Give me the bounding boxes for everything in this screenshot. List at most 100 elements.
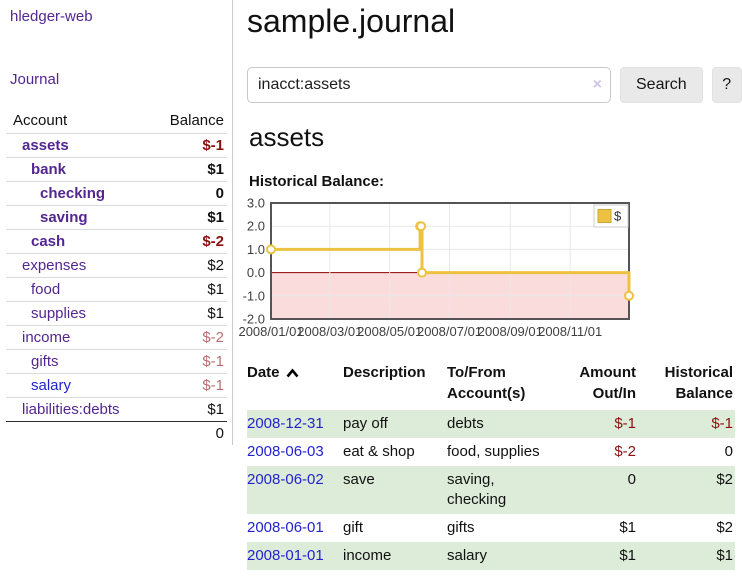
sidebar-item-journal[interactable]: Journal bbox=[10, 71, 60, 88]
account-link[interactable]: checking bbox=[40, 185, 106, 202]
legend-label: $ bbox=[614, 209, 622, 224]
y-axis-tick-label: 1.0 bbox=[247, 242, 265, 257]
chart-canvas: 2008/01/012008/03/012008/05/012008/07/01… bbox=[238, 196, 634, 339]
transaction-date-link[interactable]: 2008-01-01 bbox=[247, 547, 324, 564]
register-header-tofrom: To/From Account(s) bbox=[447, 364, 526, 402]
page-title: sample.journal bbox=[247, 3, 456, 39]
account-link[interactable]: salary bbox=[31, 377, 72, 394]
register-header-date[interactable]: Date bbox=[247, 360, 343, 410]
register-header-description: Description bbox=[343, 364, 426, 381]
transaction-row: 2008-01-01 income salary $1 $1 bbox=[247, 542, 735, 570]
transaction-date-link[interactable]: 2008-06-01 bbox=[247, 519, 324, 536]
chart-label: Historical Balance: bbox=[249, 173, 385, 190]
search-button[interactable]: Search bbox=[620, 67, 703, 103]
y-axis-tick-label: 0.0 bbox=[247, 265, 265, 280]
register-header-amount: Amount Out/In bbox=[579, 364, 636, 402]
x-axis-tick-label: 2008/03/01 bbox=[297, 324, 362, 339]
transaction-date-link[interactable]: 2008-06-03 bbox=[247, 443, 324, 460]
account-row: salary $-1 bbox=[6, 373, 227, 398]
help-button[interactable]: ? bbox=[711, 67, 742, 103]
transaction-amount: $1 bbox=[619, 519, 636, 536]
account-row: food $1 bbox=[6, 277, 227, 302]
transaction-description: pay off bbox=[343, 410, 447, 438]
account-row: saving $1 bbox=[6, 205, 227, 230]
x-axis-tick-label: 2008/07/01 bbox=[417, 324, 482, 339]
account-balance: $-1 bbox=[147, 133, 227, 158]
account-row: expenses $2 bbox=[6, 253, 227, 278]
account-link[interactable]: saving bbox=[40, 209, 88, 226]
accounts-header-balance: Balance bbox=[169, 112, 224, 129]
historical-balance-chart: 2008/01/01 2008/03/01 2008/05/01 2008/07/01… bbox=[238, 196, 742, 339]
account-balance: $1 bbox=[147, 205, 227, 230]
app-title-link[interactable]: hledger-web bbox=[10, 8, 93, 25]
x-axis-tick-label: 2008/01/01 bbox=[238, 324, 303, 339]
register-table: Date Description To/From Account(s) Amount … bbox=[247, 360, 735, 570]
account-balance: $-1 bbox=[147, 373, 227, 398]
app-layout: hledger-web Journal Account Balance asse… bbox=[6, 0, 742, 570]
search-input[interactable] bbox=[247, 67, 611, 103]
transaction-accounts: salary bbox=[447, 542, 552, 570]
accounts-header-account: Account bbox=[13, 112, 68, 129]
x-axis-tick-label: 2008/05/01 bbox=[357, 324, 422, 339]
transaction-row: 2008-12-31 pay off debts $-1 $-1 bbox=[247, 410, 735, 438]
transaction-balance: $2 bbox=[716, 519, 733, 536]
transaction-amount: $1 bbox=[552, 542, 638, 570]
data-point-marker bbox=[266, 244, 276, 255]
y-axis-tick-label: -2.0 bbox=[243, 312, 265, 327]
account-balance: 0 bbox=[147, 181, 227, 206]
account-balance: $2 bbox=[147, 253, 227, 278]
account-link[interactable]: cash bbox=[31, 233, 66, 250]
account-link[interactable]: expenses bbox=[22, 257, 87, 274]
account-link[interactable]: income bbox=[22, 329, 71, 346]
account-row: bank $1 bbox=[6, 157, 227, 182]
accounts-table: Account Balance assets $-1 bank $1 checking 0… bbox=[6, 109, 227, 445]
account-balance: $1 bbox=[147, 397, 227, 422]
accounts-total: 0 bbox=[147, 421, 227, 445]
x-axis-tick-label: 2008/11/01 bbox=[538, 324, 602, 339]
transaction-accounts: food, supplies bbox=[447, 443, 540, 460]
x-axis-tick-label: 2008/09/01 bbox=[478, 324, 543, 339]
account-balance: $-1 bbox=[147, 349, 227, 374]
transaction-row: 2008-06-03 eat & shop food, supplies $-2 0 bbox=[247, 438, 735, 466]
transaction-accounts: saving, checking bbox=[447, 466, 552, 514]
y-axis-tick-label: 3.0 bbox=[247, 196, 265, 211]
transaction-description: income bbox=[343, 542, 447, 570]
search-form: × Search ? bbox=[247, 67, 742, 103]
transaction-row: 2008-06-01 gift gifts $1 $2 bbox=[247, 514, 735, 542]
data-point-marker bbox=[417, 267, 427, 278]
search-box: × bbox=[247, 67, 611, 103]
transaction-accounts: debts bbox=[447, 410, 552, 438]
transaction-balance: 0 bbox=[724, 443, 733, 460]
main-content: sample.journal × Search ? assets Histori… bbox=[233, 0, 742, 570]
account-row: assets $-1 bbox=[6, 133, 227, 158]
account-row: income $-2 bbox=[6, 325, 227, 350]
account-link[interactable]: bank bbox=[31, 161, 67, 178]
transaction-date-link[interactable]: 2008-06-02 bbox=[247, 471, 324, 488]
account-balance: $-2 bbox=[147, 325, 227, 350]
clear-search-icon[interactable]: × bbox=[592, 76, 602, 93]
account-balance: $1 bbox=[147, 277, 227, 302]
account-link[interactable]: liabilities:debts bbox=[22, 401, 120, 418]
account-link[interactable]: supplies bbox=[31, 305, 87, 322]
transaction-amount: $-1 bbox=[552, 410, 638, 438]
account-heading: assets bbox=[249, 122, 325, 152]
data-point-marker bbox=[416, 221, 427, 232]
transaction-date-link[interactable]: 2008-12-31 bbox=[247, 415, 324, 432]
account-row: cash $-2 bbox=[6, 229, 227, 254]
register-header-historical: Historical Balance bbox=[664, 364, 733, 402]
transaction-row: 2008-06-02 save saving, checking 0 $2 bbox=[247, 466, 735, 514]
account-balance: $-2 bbox=[147, 229, 227, 254]
account-link[interactable]: gifts bbox=[31, 353, 59, 370]
y-axis-tick-label: 2.0 bbox=[247, 219, 265, 234]
y-axis-tick-label: -1.0 bbox=[243, 288, 265, 303]
data-point-marker bbox=[624, 290, 634, 301]
account-link[interactable]: assets bbox=[22, 137, 69, 154]
transaction-amount: $-2 bbox=[614, 443, 636, 460]
transaction-description: gift bbox=[343, 519, 364, 536]
accounts-total-row: 0 bbox=[6, 421, 227, 445]
account-row: supplies $1 bbox=[6, 301, 227, 326]
account-link[interactable]: food bbox=[31, 281, 61, 298]
transaction-description: eat & shop bbox=[343, 443, 415, 460]
transaction-description: save bbox=[343, 466, 447, 514]
account-balance: $1 bbox=[147, 301, 227, 326]
